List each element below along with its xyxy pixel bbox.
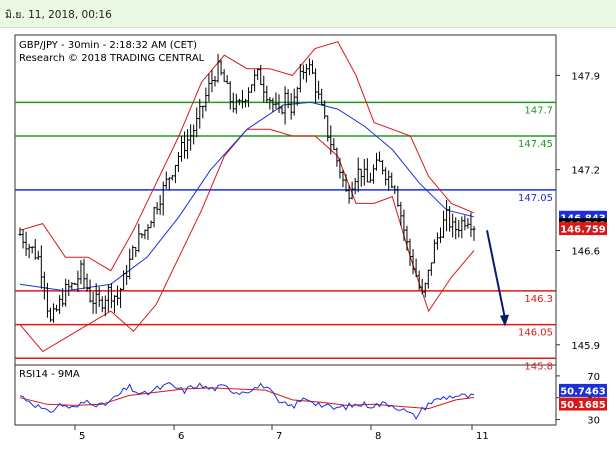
price-tag: 146.759 [559, 222, 607, 236]
rsi-tag: 50.1685 [559, 397, 607, 411]
chart-subtitle: Research © 2018 TRADING CENTRAL [19, 53, 205, 64]
rsi-tick-label: 30 [587, 416, 600, 427]
level-label: 145.8 [524, 361, 553, 372]
bollinger-upper-band [19, 41, 475, 272]
y-tick-label: 147.2 [571, 166, 600, 177]
moving-average-line [19, 101, 475, 292]
price-tag-label: 146.759 [560, 225, 606, 236]
chart-title: GBP/JPY - 30min - 2:18:32 AM (CET) [19, 40, 197, 51]
timestamp-text: มิ.ย. 11, 2018, 00:16 [5, 9, 112, 21]
rsi-plot-frame [14, 364, 557, 426]
y-tick-label: 145.9 [571, 341, 600, 352]
y-tick-label: 146.6 [571, 247, 600, 258]
forecast-arrow-head [500, 314, 509, 327]
rsi-tag-label: 50.1685 [560, 400, 606, 411]
rsi-line [19, 382, 475, 420]
x-tick-label: 5 [79, 431, 85, 442]
x-tick-label: 6 [178, 431, 184, 442]
level-label: 146.3 [524, 294, 553, 305]
rsi-tag-label: 50.7463 [560, 386, 606, 397]
main-plot-frame [14, 34, 557, 366]
price-tag-box [559, 222, 607, 236]
forecast-arrow [486, 230, 506, 319]
rsi-tag-box [559, 383, 607, 397]
level-label: 146.05 [518, 328, 553, 339]
x-tick-label: 7 [276, 431, 282, 442]
bollinger-lower-band [19, 128, 475, 353]
level-label: 147.7 [524, 105, 553, 116]
rsi-label: RSI14 - 9MA [19, 369, 80, 380]
rsi-tick-label: 70 [587, 372, 600, 383]
x-tick-label: 8 [375, 431, 381, 442]
x-tick-label: 11 [476, 431, 489, 442]
level-label: 147.45 [518, 139, 553, 150]
level-label: 147.05 [518, 193, 553, 204]
rsi-ma-line [19, 387, 475, 410]
rsi-tag: 50.7463 [559, 383, 607, 397]
y-tick-label: 147.9 [571, 71, 600, 82]
rsi-tag-box [559, 397, 607, 411]
timestamp-banner: มิ.ย. 11, 2018, 00:16 [0, 0, 616, 28]
